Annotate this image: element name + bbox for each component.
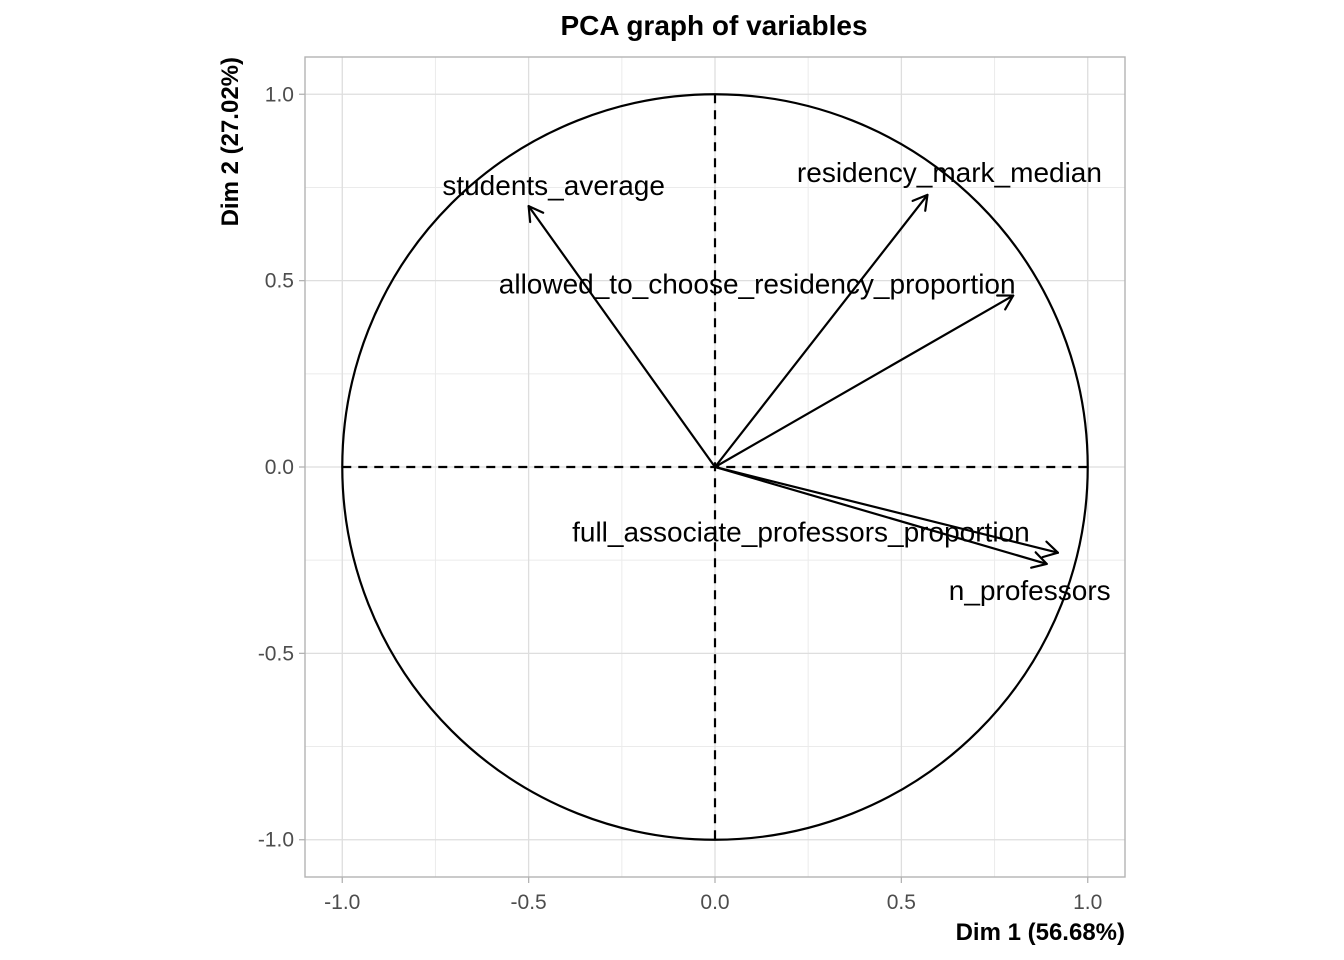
variable-labels: students_average residency_mark_medianall… xyxy=(442,157,1110,606)
arrow-allowed_to_choose_residency_proportion xyxy=(713,294,1015,469)
y-axis-title: Dim 2 (27.02%) xyxy=(217,57,244,226)
arrowhead-full_associate_professors_proportion xyxy=(1041,540,1060,559)
variable-label-allowed_to_choose_residency_proportion: allowed_to_choose_residency_proportion xyxy=(499,269,1016,300)
x-tick-label: 0.0 xyxy=(700,891,729,914)
y-tick-label: -0.5 xyxy=(258,642,294,665)
x-tick-label: 1.0 xyxy=(1073,891,1102,914)
x-tick-label: -1.0 xyxy=(324,891,360,914)
variable-label-residency_mark_median: residency_mark_median xyxy=(797,157,1102,188)
arrow-n_professors xyxy=(713,465,1048,566)
variable-label-n_professors: n_professors xyxy=(949,575,1111,606)
arrowhead-allowed_to_choose_residency_proportion xyxy=(996,294,1015,311)
arrow-students_average xyxy=(527,204,717,469)
y-tick-label: -1.0 xyxy=(258,829,294,852)
arrowhead-students_average xyxy=(527,204,545,224)
y-axis: -1.0 -0.5 0.0 0.5 1.0 xyxy=(258,83,305,852)
variable-label-students_average: students_average xyxy=(442,170,665,201)
x-tick-label: -0.5 xyxy=(511,891,547,914)
chart-title: PCA graph of variables xyxy=(560,10,867,41)
variable-label-full_associate_professors_proportion: full_associate_professors_proportion xyxy=(572,517,1030,548)
arrowhead-n_professors xyxy=(1030,551,1048,569)
x-axis-title: Dim 1 (56.68%) xyxy=(956,919,1125,946)
arrow-full_associate_professors_proportion xyxy=(713,465,1060,554)
arrowhead-residency_mark_median xyxy=(911,193,929,212)
y-tick-label: 0.5 xyxy=(265,270,294,293)
x-tick-label: 0.5 xyxy=(887,891,916,914)
y-tick-label: 1.0 xyxy=(265,83,294,106)
plot-panel xyxy=(304,56,1126,878)
arrow-residency_mark_median xyxy=(713,193,929,469)
plot-layer xyxy=(341,93,1089,841)
x-axis: -1.0 -0.5 0.0 0.5 1.0 xyxy=(324,877,1102,914)
y-tick-label: 0.0 xyxy=(265,456,294,479)
